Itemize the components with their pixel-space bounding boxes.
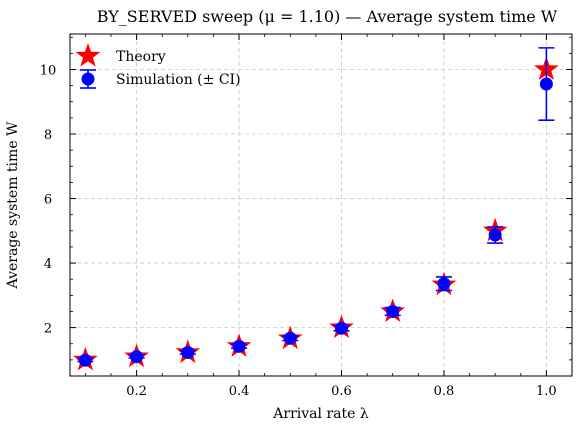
legend-theory-marker: [75, 43, 101, 67]
y-tick-label: 8: [44, 128, 52, 143]
y-tick-label: 6: [44, 193, 52, 208]
legend: Theory Simulation (± CI): [75, 43, 241, 89]
sim-point: [181, 345, 195, 359]
x-axis-label: Arrival rate λ: [272, 406, 369, 422]
y-tick-label: 10: [40, 63, 57, 78]
sim-point: [386, 304, 400, 318]
x-tick-label: 1.0: [536, 384, 557, 399]
y-tick-label: 2: [44, 322, 52, 337]
legend-sim-marker: [81, 72, 95, 86]
chart-title: BY_SERVED sweep (μ = 1.10) — Average sys…: [97, 7, 558, 26]
legend-theory-label: Theory: [116, 49, 166, 65]
sim-point: [78, 353, 92, 367]
data-layer: [73, 47, 559, 371]
sim-point: [539, 77, 553, 91]
sim-point: [232, 339, 246, 353]
axes: 0.2 0.4 0.6 0.8 1.0 2 4 6 8 10: [40, 34, 572, 399]
y-axis-label: Average system time W: [5, 121, 21, 290]
grid: [70, 34, 572, 376]
x-tick-label: 0.8: [434, 384, 455, 399]
x-tick-label: 0.4: [229, 384, 250, 399]
x-tick-label: 0.2: [126, 384, 147, 399]
y-tick-label: 4: [44, 257, 52, 272]
x-tick-label: 0.6: [331, 384, 352, 399]
sim-point: [283, 331, 297, 345]
plot-frame: [69, 33, 573, 377]
sim-point: [334, 321, 348, 335]
sim-point: [437, 277, 451, 291]
sim-point: [488, 228, 502, 242]
legend-sim-label: Simulation (± CI): [116, 72, 241, 88]
sim-point: [130, 350, 144, 364]
